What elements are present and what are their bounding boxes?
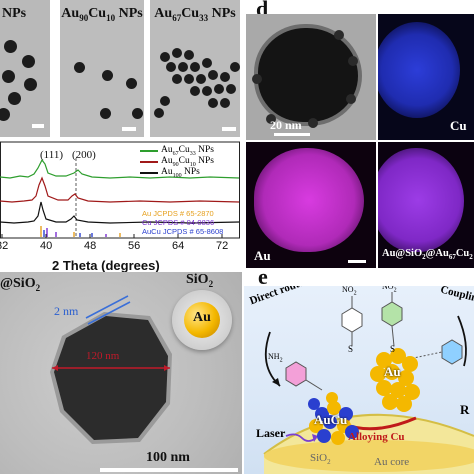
- composite-label: Au@SiO2@Au67Cu2: [382, 248, 473, 262]
- xrd-legend: Au67Cu33 NPs Au90Cu10 NPs Au100 NPs: [140, 145, 214, 178]
- sio2-label: SiO2: [186, 272, 214, 289]
- scale-bar: [348, 260, 366, 263]
- ref-aucu: AuCu JCPDS # 65-8608: [142, 227, 224, 236]
- tem-label-au90cu10: Au90Cu10 NPs: [61, 6, 143, 23]
- xrd-panel: (111) (200) Au67Cu33 NPs Au90Cu10 NPs Au…: [0, 140, 240, 260]
- legend-item: Au90Cu10 NPs: [140, 156, 214, 167]
- s-label-1: S: [348, 344, 354, 354]
- scale-text: 100 nm: [146, 450, 190, 465]
- no2-label-a: NO2: [342, 286, 357, 297]
- au-label: Au: [254, 248, 271, 263]
- tem-label-au67cu33: Au67Cu33 NPs: [154, 6, 236, 23]
- jcpds-refs: Au JCPDS # 65-2870 Cu JCPDS # 04-0836 Au…: [142, 209, 223, 236]
- legend-item: Au67Cu33 NPs: [140, 145, 214, 156]
- ref-cu: Cu JCPDS # 04-0836: [142, 218, 215, 227]
- eds-map-composite: Au@SiO2@Au67Cu2: [378, 142, 474, 268]
- panel-letter-e: e: [258, 264, 268, 289]
- xrd-trace-au90cu10: [0, 176, 240, 203]
- xrd-xticks: 32 40 48 56 64 72: [0, 240, 229, 252]
- xrd-xlabel: 2 Theta (degrees): [52, 258, 160, 273]
- ref-au: Au JCPDS # 65-2870: [142, 209, 214, 218]
- s-label-2: S: [390, 344, 396, 354]
- tem-single-particle: 20 nm: [246, 14, 376, 140]
- xrd-trace-au67cu33: [0, 158, 240, 179]
- peak-label-111: (111): [40, 149, 64, 161]
- aucu-label: AuCu: [314, 412, 348, 427]
- no2-label-b: NO2: [382, 286, 397, 294]
- scale-bar: [32, 124, 44, 128]
- tem-image-au90cu10: Au90Cu10 NPs: [60, 0, 144, 137]
- tem-au-sio2: @SiO2 2 nm 120 nm Au SiO2 100 nm: [0, 272, 242, 474]
- scale-bar: [100, 468, 238, 472]
- diameter-label: 120 nm: [86, 350, 120, 362]
- eds-map-au: Au: [246, 142, 376, 268]
- core-shell-icon: Au: [172, 290, 232, 350]
- schematic-panel: Direct route Couplin NO2 NO2 NH2 S S AuC…: [244, 286, 474, 474]
- nh2-label: NH2: [268, 352, 283, 364]
- shell-line: [85, 295, 129, 319]
- scale-bar: [222, 127, 236, 131]
- tem-image-au100: NPs: [0, 0, 50, 137]
- scale-text: 20 nm: [270, 118, 302, 132]
- xrd-trace-au100: [0, 201, 240, 224]
- r-label: R: [460, 402, 470, 417]
- cu-label: Cu: [450, 118, 467, 133]
- eds-map-cu: Cu: [378, 14, 474, 140]
- title-au-sio2: @SiO2: [0, 276, 41, 293]
- xrd-plot: [0, 141, 240, 239]
- alloying-label: Alloying Cu: [348, 431, 405, 443]
- peak-label-200: (200): [72, 149, 96, 161]
- scale-bar: [122, 127, 136, 131]
- au-cluster-label: Au: [384, 364, 401, 379]
- sio2-dome-label: SiO2: [310, 452, 331, 467]
- legend-item: Au100 NPs: [140, 167, 214, 178]
- laser-label: Laser: [256, 426, 286, 440]
- thickness-label: 2 nm: [54, 304, 79, 318]
- core-label: Au: [193, 310, 211, 325]
- tem-label-au100: NPs: [2, 6, 27, 21]
- au-core-label: Au core: [374, 456, 410, 468]
- scale-bar: [274, 133, 310, 136]
- tem-image-au67cu33: Au67Cu33 NPs: [150, 0, 240, 137]
